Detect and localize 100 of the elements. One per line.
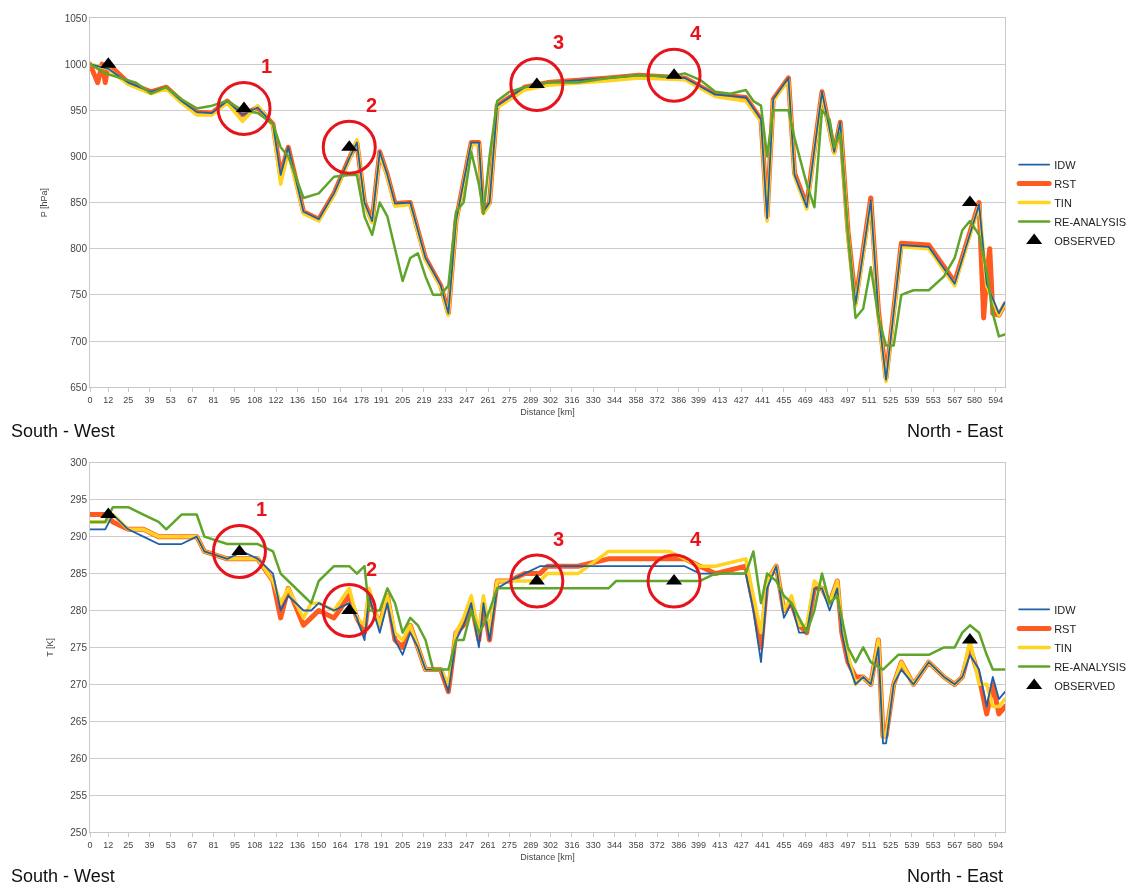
x-tick-label: 261 [480,839,496,850]
x-tick-label: 136 [289,839,305,850]
x-tick-label: 525 [883,394,899,405]
annotation: 4 [690,528,702,550]
y-tick-label: 275 [70,641,88,653]
x-tick-label: 539 [904,839,920,850]
x-tick-label: 81 [208,394,219,405]
y-tick-label: 300 [70,457,88,469]
x-tick-label: 108 [247,839,263,850]
x-tick-label: 497 [840,839,856,850]
y-tick-label: 265 [70,715,88,727]
x-tick-label: 399 [690,394,706,405]
y-tick-label: 280 [70,605,88,617]
y-tick-label: 800 [70,243,88,255]
x-tick-label: 511 [862,839,877,850]
x-tick-label: 164 [332,394,348,405]
y-tick-label: 950 [70,104,88,116]
text: North - East [907,866,1004,886]
y-tick-label: 295 [70,494,88,506]
x-tick-label: 0 [87,394,93,405]
legend-label: OBSERVED [1054,234,1116,247]
x-tick-label: 122 [268,394,284,405]
x-tick-label: 386 [671,839,687,850]
x-tick-label: 469 [797,839,813,850]
x-tick-label: 441 [755,394,771,405]
x-tick-label: 567 [947,394,963,405]
y-tick-label: 1050 [64,12,88,24]
x-tick-label: 580 [966,839,983,850]
annotation: 3 [553,528,565,550]
y-tick-label: 285 [70,568,88,580]
x-tick-label: 594 [988,839,1004,850]
x-tick-label: 483 [819,394,835,405]
x-tick-label: 567 [947,839,963,850]
x-axis-title: Distance [km] [520,851,575,862]
legend-label: TIN [1054,196,1072,209]
x-tick-label: 413 [712,394,728,405]
annotation: 4 [690,22,702,44]
y-axis-title: T [K] [44,638,55,657]
x-tick-label: 164 [332,839,348,850]
x-tick-label: 316 [564,394,580,405]
x-tick-label: 178 [353,394,369,405]
x-tick-label: 302 [543,394,559,405]
y-tick-label: 270 [70,678,88,690]
x-tick-label: 12 [103,839,114,850]
x-tick-label: 150 [311,839,327,850]
y-tick-label: 700 [70,335,88,347]
x-tick-label: 553 [925,839,941,850]
x-tick-label: 455 [776,394,792,405]
legend-label: RST [1054,177,1077,190]
legend-label: RE-ANALYSIS [1054,215,1127,228]
x-tick-label: 427 [733,839,749,850]
x-tick-label: 372 [649,394,665,405]
x-tick-label: 0 [87,839,93,850]
text: South - West [11,866,115,886]
x-tick-label: 205 [395,839,411,850]
y-tick-label: 290 [70,531,88,543]
x-tick-label: 122 [268,839,284,850]
legend-label: RST [1054,622,1077,635]
x-tick-label: 95 [229,394,240,405]
x-tick-label: 233 [437,839,453,850]
x-tick-label: 25 [123,839,134,850]
x-tick-label: 344 [607,839,623,850]
x-tick-label: 511 [862,394,877,405]
y-tick-label: 255 [70,789,88,801]
x-axis-title: Distance [km] [520,406,575,417]
x-tick-label: 399 [690,839,706,850]
x-tick-label: 275 [501,394,517,405]
y-tick-label: 750 [70,289,88,301]
annotation: 1 [256,498,268,520]
x-tick-label: 53 [165,394,176,405]
x-tick-label: 386 [671,394,687,405]
x-tick-label: 39 [144,839,155,850]
legend-label: IDW [1054,603,1077,616]
y-tick-label: 260 [70,752,88,764]
x-tick-label: 191 [373,394,389,405]
x-tick-label: 39 [144,394,155,405]
x-tick-label: 67 [187,839,198,850]
x-tick-label: 81 [208,839,219,850]
x-tick-label: 483 [819,839,835,850]
annotation: 2 [366,558,378,580]
x-tick-label: 150 [311,394,327,405]
x-tick-label: 53 [165,839,176,850]
y-tick-label: 250 [70,826,88,838]
x-tick-label: 455 [776,839,792,850]
x-tick-label: 219 [416,394,432,405]
text: North - East [907,421,1004,441]
x-tick-label: 191 [373,839,389,850]
annotation: 2 [366,94,378,116]
x-tick-label: 358 [628,839,644,850]
x-tick-label: 539 [904,394,920,405]
y-tick-label: 850 [70,197,88,209]
y-tick-label: 650 [70,381,88,393]
legend-label: TIN [1054,641,1072,654]
x-tick-label: 330 [585,394,601,405]
x-tick-label: 247 [459,394,475,405]
annotation: 1 [261,55,273,77]
x-tick-label: 136 [289,394,305,405]
x-tick-label: 289 [523,839,539,850]
x-tick-label: 233 [437,394,453,405]
x-tick-label: 594 [988,394,1004,405]
